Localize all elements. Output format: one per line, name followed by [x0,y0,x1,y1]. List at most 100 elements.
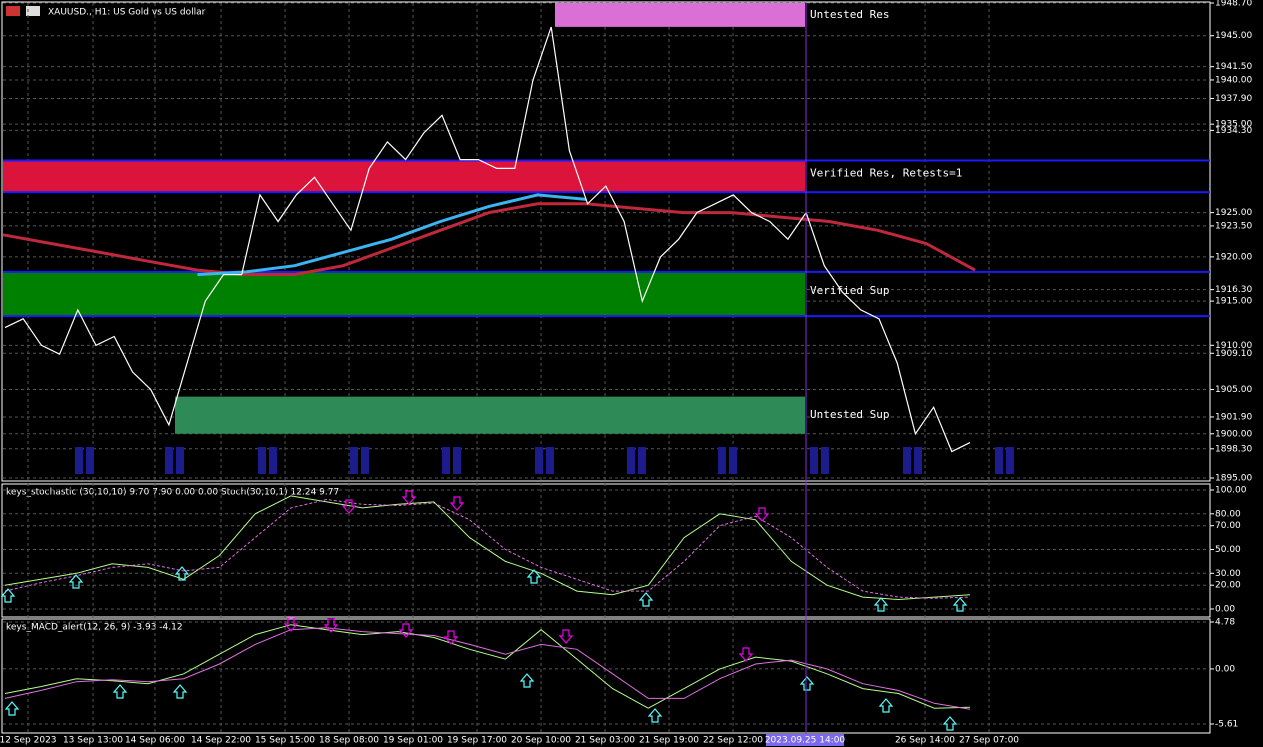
tick-label: 1898.30 [1215,444,1252,454]
tick-label: 0.00 [1215,664,1235,674]
arrow-down [754,507,770,522]
volume-block [453,447,461,474]
time-label: 19 Sep 17:00 [447,736,507,746]
arrow-up [0,588,16,603]
time-label: 13 Sep 13:00 [63,736,123,746]
arrow-down [443,630,459,645]
tick-label: -5.61 [1215,720,1238,730]
price-line [4,26,971,453]
tick-label: 1948.70 [1215,0,1252,9]
volume-block [718,447,726,474]
volume-block [176,447,184,474]
arrow-up [952,597,968,612]
volume-block [258,447,266,474]
tick-label: 1916.30 [1215,285,1252,295]
stoch-panel [1,483,1211,618]
time-label: 12 Sep 2023 [0,736,57,746]
arrow-down [738,647,754,662]
arrow-up [638,592,654,607]
arrow-up [112,684,128,699]
arrow-down [401,490,417,505]
time-label: 26 Sep 14:00 [895,736,955,746]
tick-label: 1925.00 [1215,208,1252,218]
time-label: 20 Sep 10:00 [511,736,571,746]
tick-label: 1895.00 [1215,474,1252,484]
time-label: 19 Sep 01:00 [383,736,443,746]
arrow-up [4,701,20,716]
zone-label: Verified Sup [810,284,889,297]
volume-block [914,447,922,474]
tick-label: 1945.00 [1215,31,1252,41]
macd-panel [1,618,1211,734]
arrow-up [799,676,815,691]
zone-label: Untested Sup [810,408,889,421]
time-label: 14 Sep 06:00 [125,736,185,746]
cursor-time: 2023.09.25 14:00 [765,736,846,746]
volume-block [810,447,818,474]
tick-label: 50.00 [1215,545,1241,555]
macd-signal [4,627,971,710]
arrow-up [172,684,188,699]
zone [175,396,805,434]
volume-block [729,447,737,474]
volume-block [903,447,911,474]
arrow-up [519,673,535,688]
arrow-up [68,574,84,589]
volume-block [86,447,94,474]
symbol-title: XAUUSD., H1: US Gold vs US dollar [48,8,206,18]
tick-label: 70.00 [1215,521,1241,531]
tick-label: 1901.90 [1215,412,1252,422]
arrow-down [341,499,357,514]
time-label: 22 Sep 12:00 [703,736,763,746]
arrow-down [323,618,339,633]
tick-label: 4.78 [1215,618,1235,628]
tick-label: 100.00 [1215,486,1247,496]
tick-label: 1909.10 [1215,349,1252,359]
time-label: 18 Sep 08:00 [319,736,379,746]
tick-label: 1937.90 [1215,94,1252,104]
time-label: 21 Sep 03:00 [575,736,635,746]
zone [3,160,805,193]
macd-main [4,624,971,709]
zone-label: Untested Res [810,8,889,21]
tick-label: 1935.00 [1215,120,1252,130]
arrow-down [558,629,574,644]
tick-label: 1941.50 [1215,62,1252,72]
tick-label: 1934.30 [1215,126,1252,136]
volume-block [638,447,646,474]
volume-block [1006,447,1014,474]
zone [3,271,805,317]
ma-blue [197,193,587,277]
volume-block [546,447,554,474]
main-panel [1,1,1211,482]
volume-block [361,447,369,474]
arrow-up [878,698,894,713]
cursor-time-bg [766,734,844,746]
tick-label: 1900.00 [1215,429,1252,439]
time-label: 21 Sep 19:00 [639,736,699,746]
tick-label: 1923.50 [1215,221,1252,231]
arrow-down [449,496,465,511]
tick-label: 80.00 [1215,509,1241,519]
volume-block [535,447,543,474]
arrow-up [942,716,958,731]
arrow-down [283,617,299,632]
tick-label: 0.00 [1215,605,1235,615]
volume-block [821,447,829,474]
tick-label: 1905.00 [1215,385,1252,395]
stoch-label: keys_stochastic (30,10,10) 9.70 7.90 0.0… [6,488,339,498]
volume-block [75,447,83,474]
icon [6,6,20,16]
stoch-main [4,495,971,601]
arrow-up [526,569,542,584]
tick-label: 30.00 [1215,569,1241,579]
arrow-up [873,597,889,612]
zone-label: Verified Res, Retests=1 [810,166,962,179]
volume-block [165,447,173,474]
volume-block [442,447,450,474]
arrow-down [398,623,414,638]
zone [555,3,805,27]
volume-block [995,447,1003,474]
